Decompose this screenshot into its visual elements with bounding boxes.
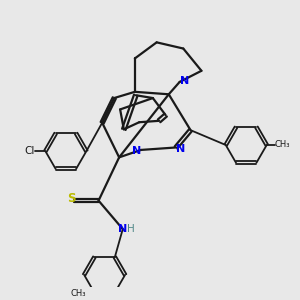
Text: H: H — [127, 224, 135, 233]
Text: CH₃: CH₃ — [274, 140, 290, 149]
Text: N: N — [180, 76, 189, 85]
Text: N: N — [132, 146, 141, 156]
Text: N: N — [118, 224, 128, 234]
Text: CH₃: CH₃ — [71, 290, 86, 298]
Text: S: S — [67, 192, 75, 205]
Text: N: N — [176, 144, 185, 154]
Text: Cl: Cl — [25, 146, 35, 156]
